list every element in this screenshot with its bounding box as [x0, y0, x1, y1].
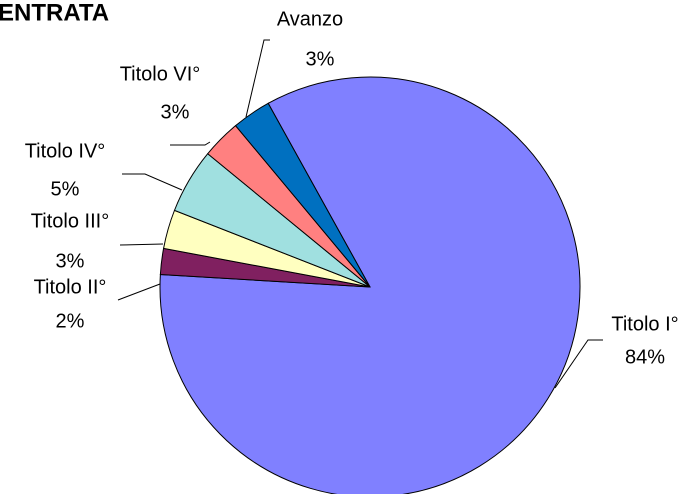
- pie-slice: [234, 102, 371, 288]
- slice-value-label: 3%: [306, 48, 335, 70]
- slice-value-label: 84%: [625, 346, 665, 368]
- slice-label: Titolo I°: [611, 313, 678, 335]
- leader-line: [170, 141, 211, 146]
- chart-title: ENTRATA: [0, 0, 109, 26]
- pie-slice: [159, 76, 581, 494]
- leader-line: [554, 339, 603, 389]
- slice-value-label: 3%: [161, 101, 190, 123]
- slice-label: Avanzo: [277, 8, 343, 30]
- slice-label: Titolo III°: [31, 210, 109, 232]
- leader-line: [122, 173, 183, 191]
- slice-value-label: 2%: [56, 310, 85, 332]
- slice-label: Titolo II°: [34, 276, 107, 298]
- slice-label: Titolo VI°: [120, 63, 201, 85]
- slice-value-label: 5%: [51, 178, 80, 200]
- leader-line: [117, 283, 161, 301]
- slice-label: Titolo IV°: [25, 140, 106, 162]
- leader-line: [245, 39, 270, 118]
- slice-value-label: 3%: [56, 250, 85, 272]
- leader-line: [119, 243, 164, 246]
